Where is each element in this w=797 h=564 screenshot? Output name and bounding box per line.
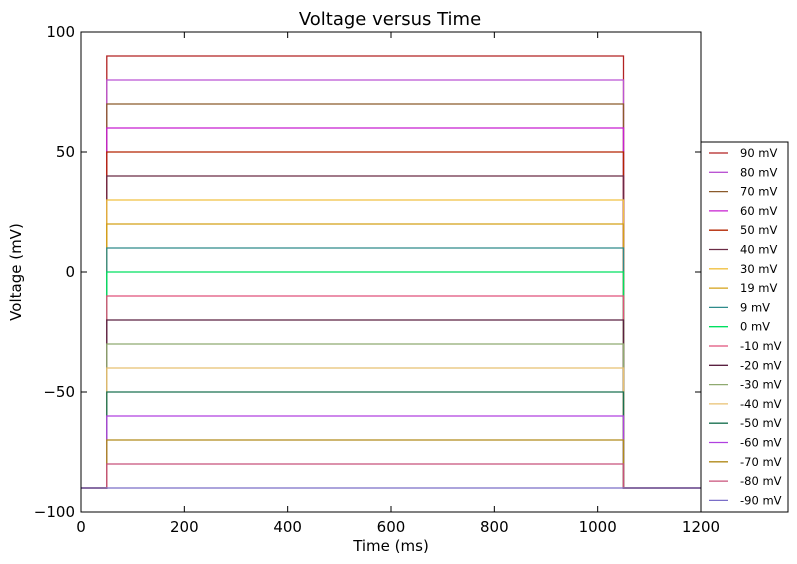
x-tick-label: 800	[480, 518, 509, 536]
y-tick-label: −50	[43, 383, 75, 401]
legend-label: 60 mV	[740, 204, 777, 218]
series-line-15	[81, 415, 701, 489]
legend-label: -80 mV	[740, 474, 782, 488]
x-axis-label: Time (ms)	[352, 537, 429, 555]
x-tick-label: 0	[76, 518, 86, 536]
x-tick-label: 1000	[579, 518, 617, 536]
legend-label: 70 mV	[740, 185, 777, 199]
legend: 90 mV 80 mV 70 mV 60 mV 50 mV 40 mV 30 mV 19 mV…	[700, 141, 789, 513]
legend-label: -30 mV	[740, 378, 782, 392]
x-tick-label: 1200	[682, 518, 720, 536]
legend-label: -90 mV	[740, 493, 782, 507]
series-line-5	[81, 175, 701, 489]
x-axis: 0 200 400 600 800 1000 1200	[76, 32, 720, 536]
legend-label: 30 mV	[740, 262, 777, 276]
plot-series	[81, 55, 701, 489]
x-tick-label: 400	[273, 518, 302, 536]
legend-label: -60 mV	[740, 436, 782, 450]
series-line-1	[81, 79, 701, 489]
legend-label: -50 mV	[740, 416, 782, 430]
legend-label: 80 mV	[740, 165, 777, 179]
legend-label: 40 mV	[740, 243, 777, 257]
legend-label: 9 mV	[740, 300, 770, 314]
series-line-3	[81, 127, 701, 489]
legend-label: -40 mV	[740, 397, 782, 411]
series-line-13	[81, 367, 701, 489]
legend-label: -10 mV	[740, 339, 782, 353]
y-tick-label: 0	[65, 263, 75, 281]
legend-label: 19 mV	[740, 281, 777, 295]
legend-label: -20 mV	[740, 358, 782, 372]
legend-label: 50 mV	[740, 223, 777, 237]
series-line-7	[81, 223, 701, 489]
y-tick-label: 100	[46, 23, 75, 41]
series-line-11	[81, 319, 701, 489]
legend-label: -70 mV	[740, 455, 782, 469]
legend-label: 0 mV	[740, 320, 770, 334]
legend-label: 90 mV	[740, 146, 777, 160]
x-tick-label: 600	[377, 518, 406, 536]
x-tick-label: 200	[170, 518, 199, 536]
series-line-9	[81, 271, 701, 489]
y-tick-label: 50	[56, 143, 75, 161]
y-axis: −100 −50 0 50 100	[34, 23, 701, 521]
y-tick-label: −100	[34, 503, 75, 521]
chart-title: Voltage versus Time	[299, 9, 481, 30]
series-line-17	[81, 463, 701, 489]
y-axis-label: Voltage (mV)	[7, 223, 25, 321]
